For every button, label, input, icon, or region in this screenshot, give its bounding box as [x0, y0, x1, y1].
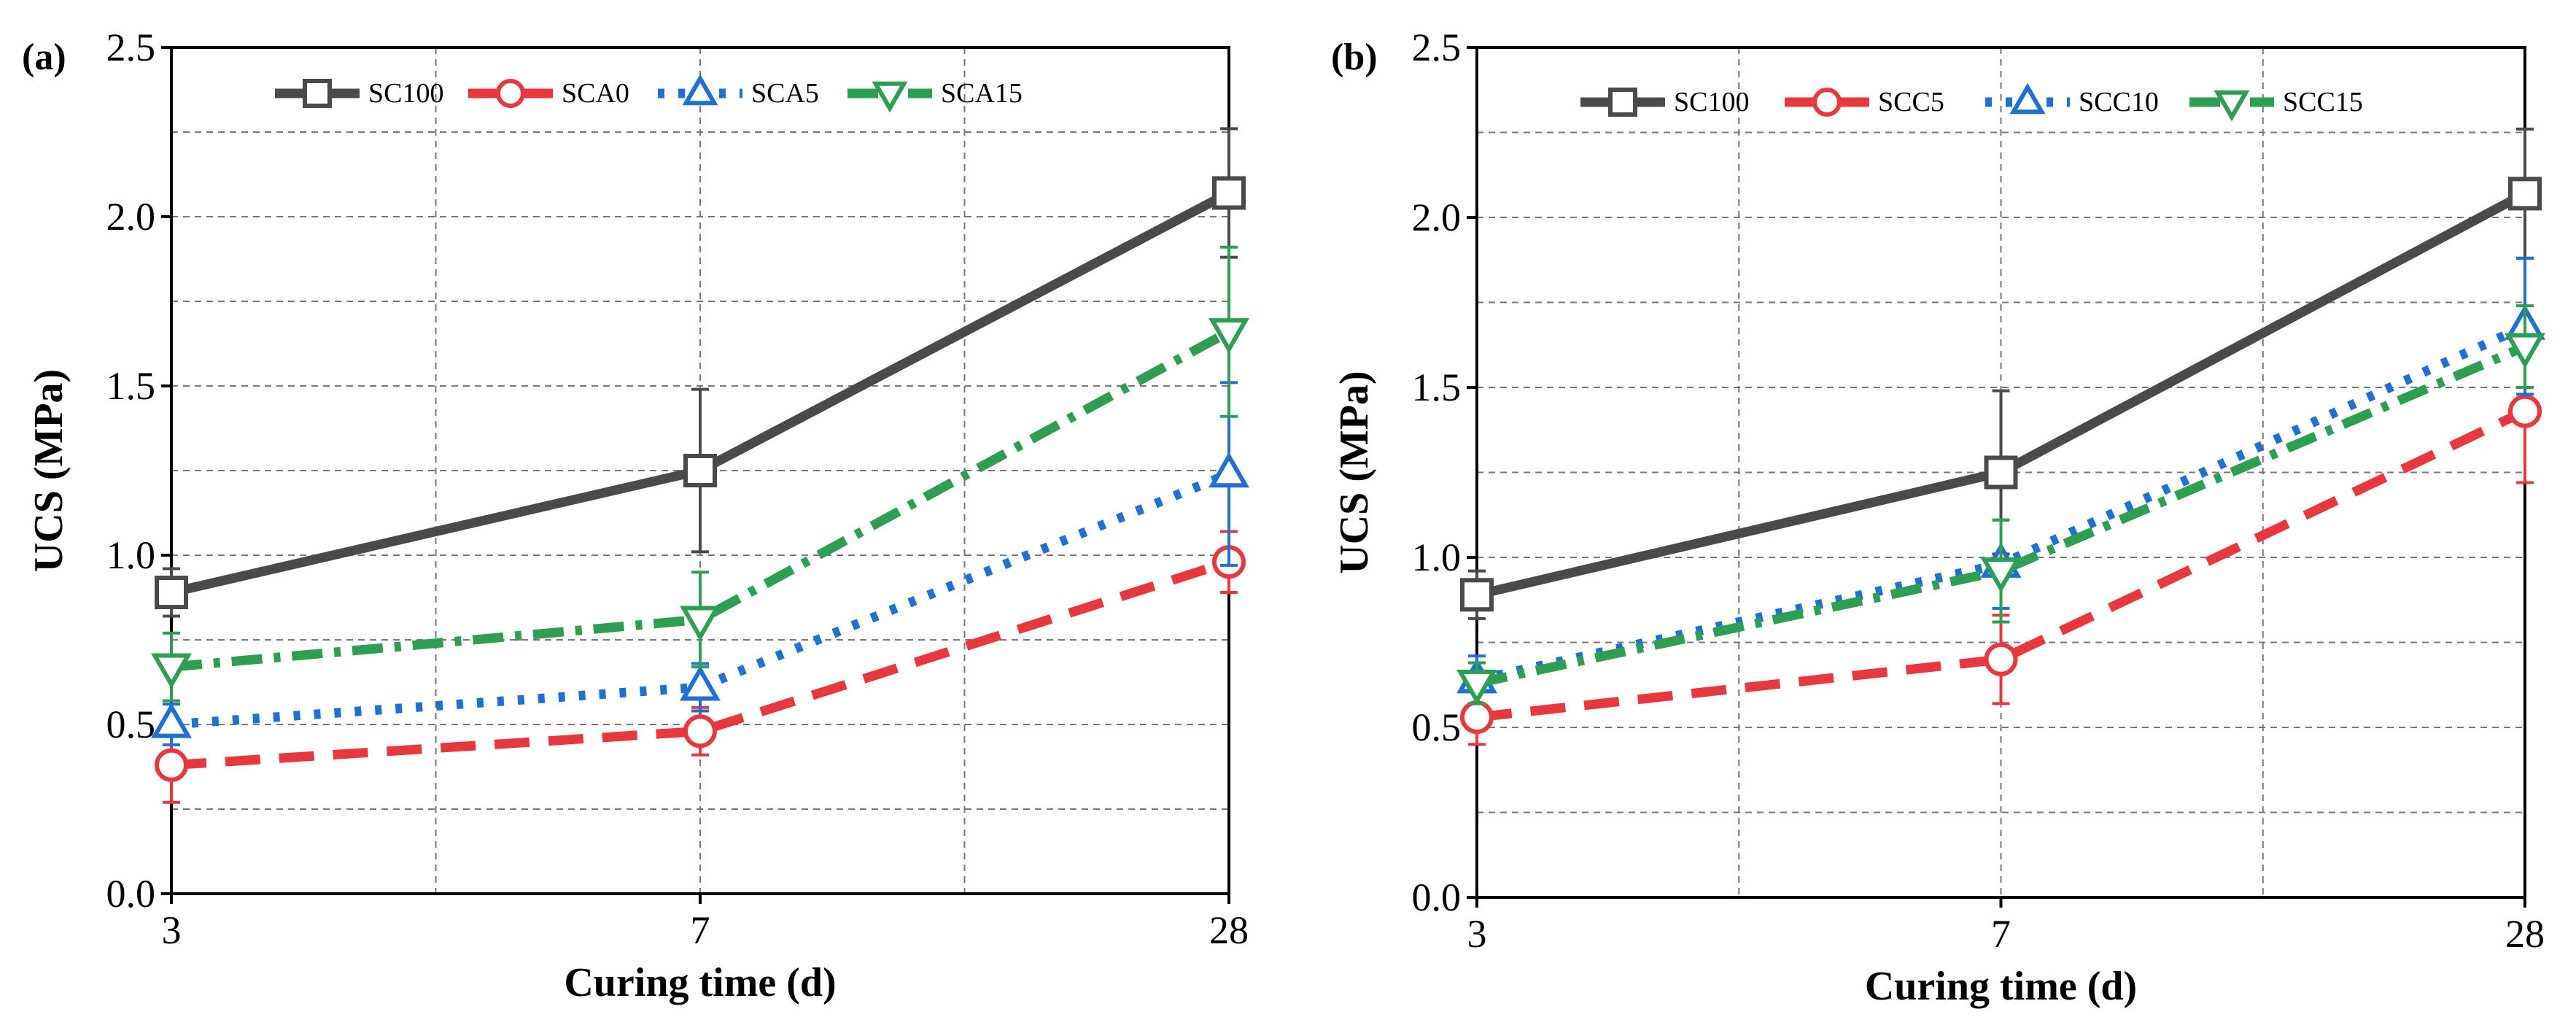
legend-label: SCC5: [1878, 87, 1944, 117]
x-tick-label: 7: [691, 908, 710, 952]
legend-label: SC100: [368, 78, 443, 109]
series-line: [1475, 342, 2527, 688]
legend-label: SCC15: [2283, 87, 2363, 117]
data-point-square-marker: [1984, 455, 2018, 490]
y-tick-label: 0.5: [106, 703, 156, 746]
y-tick-label: 2.0: [106, 195, 156, 239]
data-point-triangle-down-marker: [2505, 333, 2545, 369]
series-SCC15: [1456, 304, 2545, 706]
chart-panel-2: 0.0 0.5 1.0 1.5 2.0 2.5 3 7 28 Curing time (d) UCS…: [1331, 26, 2545, 1009]
series-line: [171, 557, 1230, 770]
data-point-circle-marker: [1460, 700, 1494, 735]
y-axis-title: UCS (MPa): [26, 369, 71, 572]
legend-marker: [2214, 90, 2250, 122]
data-point-triangle-down-marker: [1456, 669, 1497, 706]
panel-label: (b): [1331, 36, 1378, 78]
x-axis-title: Curing time (d): [1865, 964, 2137, 1009]
data-point-triangle-down-marker: [680, 606, 721, 642]
series-SC100: [155, 127, 1246, 618]
y-tick-label: 1.5: [106, 364, 156, 408]
x-tick-label: 3: [162, 908, 182, 952]
data-point-triangle-down-marker: [1209, 318, 1249, 354]
x-tick-label: 3: [1467, 912, 1487, 956]
data-point-triangle-down-marker: [151, 653, 192, 689]
legend-entry-SCC5: SCC5: [1785, 87, 1944, 117]
data-point-circle-marker: [2508, 394, 2542, 428]
series-SCA15: [151, 245, 1249, 703]
data-point-square-marker: [2508, 177, 2542, 211]
y-tick-label: 0.0: [106, 872, 156, 916]
legend-marker: [1608, 88, 1637, 117]
legend-marker: [682, 74, 718, 106]
legend-entry-SC100: SC100: [1580, 87, 1749, 117]
data-point-square-marker: [1212, 176, 1246, 210]
legend-marker: [872, 81, 908, 113]
data-point-circle-marker: [683, 714, 717, 749]
legend-label: SC100: [1674, 87, 1749, 117]
legend-marker: [303, 79, 332, 108]
y-tick-label: 0.0: [1412, 875, 1462, 919]
legend-entry-SCA0: SCA0: [468, 78, 629, 109]
y-axis-title: UCS (MPa): [1332, 371, 1377, 573]
y-tick-label: 2.5: [106, 26, 156, 69]
y-tick-label: 0.5: [1412, 706, 1462, 749]
legend-entry-SC100: SC100: [275, 78, 443, 109]
x-tick-label: 28: [1209, 908, 1249, 952]
y-tick-label: 2.0: [1412, 196, 1462, 239]
chart-panel-1: 0.0 0.5 1.0 1.5 2.0 2.5 3 7 28 Curing time (d) UCS…: [22, 26, 1249, 1005]
data-point-square-marker: [683, 454, 717, 487]
legend-marker: [2009, 82, 2046, 115]
data-point-square-marker: [155, 576, 188, 610]
x-axis-title: Curing time (d): [564, 960, 836, 1005]
data-point-circle-marker: [155, 748, 188, 782]
legend-entry-SCA15: SCA15: [847, 78, 1023, 113]
panel-label: (a): [22, 36, 66, 78]
x-tick-label: 7: [1991, 912, 2011, 956]
y-tick-label: 1.5: [1412, 366, 1462, 409]
data-point-circle-marker: [1984, 642, 2018, 676]
y-tick-label: 2.5: [1412, 26, 1462, 69]
legend-label: SCA15: [941, 78, 1023, 109]
legend-label: SCC10: [2079, 87, 2159, 117]
data-point-triangle-up-marker: [151, 702, 192, 738]
legend-marker: [1812, 88, 1842, 117]
legend-entry-SCA5: SCA5: [658, 74, 819, 109]
legend-marker: [496, 79, 525, 108]
x-tick-label: 28: [2505, 912, 2545, 956]
data-point-triangle-up-marker: [1209, 452, 1249, 488]
data-point-square-marker: [1460, 578, 1494, 612]
data-point-triangle-up-marker: [680, 665, 721, 701]
legend-label: SCA0: [562, 78, 629, 109]
series-line: [1476, 406, 2527, 722]
series-SCA0: [155, 530, 1246, 804]
data-point-triangle-down-marker: [1980, 557, 2022, 593]
y-tick-label: 1.0: [106, 533, 156, 577]
legend-label: SCA5: [751, 78, 819, 109]
series-SC100: [1460, 127, 2542, 620]
legend-entry-SCC15: SCC15: [2189, 87, 2363, 122]
legend-entry-SCC10: SCC10: [1985, 82, 2159, 117]
y-tick-label: 1.0: [1412, 536, 1462, 579]
